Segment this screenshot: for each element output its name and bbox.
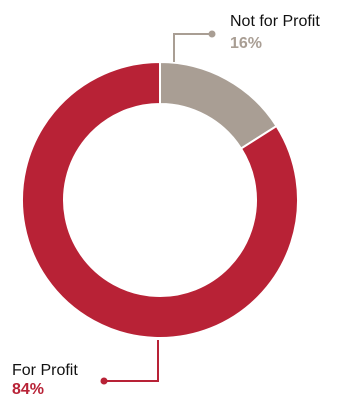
callout-for-profit: For Profit 84% (12, 340, 159, 396)
slice-label-for-profit: For Profit (12, 362, 78, 379)
leader-line-for-profit (104, 340, 159, 382)
slice-value-not-for-profit: 16% (230, 35, 262, 52)
donut-slice-not-for-profit (159, 60, 278, 150)
slices-group (21, 60, 299, 339)
donut-slice-for-profit (21, 60, 299, 339)
leader-line-not-for-profit (173, 33, 212, 62)
leader-dot-for-profit (100, 377, 108, 385)
leader-dot-not-for-profit (208, 30, 216, 38)
callout-not-for-profit: Not for Profit 16% (173, 13, 320, 62)
slice-value-for-profit: 84% (12, 381, 44, 396)
slice-label-not-for-profit: Not for Profit (230, 13, 320, 30)
